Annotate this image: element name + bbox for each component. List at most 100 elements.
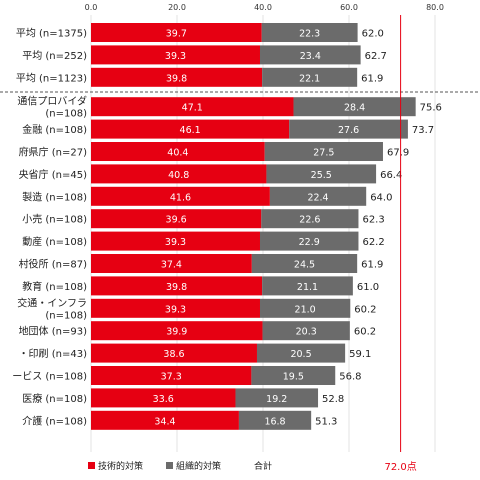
category-label: 央省庁 (n=45) (19, 168, 88, 181)
category-label: 平均 (n=1375) (16, 28, 87, 40)
bar-organizational-label: 21.1 (297, 282, 318, 293)
bar-technical-label: 39.8 (166, 282, 187, 293)
category-label: 通信プロバイダ (17, 95, 87, 108)
bar-organizational-label: 19.2 (266, 394, 287, 405)
bar-organizational-label: 22.1 (299, 73, 320, 84)
category-label: 製造 (n=108) (22, 190, 87, 203)
category-label-count: (n=108) (45, 109, 87, 120)
category-label: 平均 (n=252) (22, 50, 87, 62)
bar-technical (91, 254, 252, 273)
bar-technical (91, 366, 252, 385)
bar-technical (91, 410, 239, 430)
x-tick-label: 40.0 (254, 3, 272, 12)
x-tick-label: 0.0 (85, 3, 98, 12)
category-label: 小売 (n=108) (22, 213, 87, 226)
category-label: 医療 (n=108) (22, 392, 87, 405)
category-label: 金融 (n=108) (22, 123, 87, 136)
bar-technical (91, 209, 262, 229)
total-label: 56.8 (339, 372, 361, 383)
x-tick-label: 20.0 (168, 3, 186, 12)
total-label: 64.0 (370, 192, 392, 203)
bar-technical (91, 23, 262, 42)
legend-label-technical: 技術的対策 (98, 460, 143, 472)
bar-technical-label: 47.1 (182, 103, 203, 114)
category-label: 介護 (n=108) (22, 414, 87, 427)
legend-label-total: 合計 (254, 460, 272, 472)
category-label: 教育 (n=108) (22, 280, 87, 293)
total-label: 61.9 (361, 73, 383, 84)
legend-label-organizational: 組織的対策 (176, 460, 221, 472)
x-tick-label: 80.0 (426, 3, 444, 12)
bar-organizational-label: 28.4 (344, 103, 365, 114)
bar-organizational (235, 388, 319, 408)
total-label: 67.9 (387, 148, 409, 159)
bar-organizational-label: 27.6 (338, 125, 359, 136)
bar-organizational (251, 366, 336, 385)
bar-technical-label: 33.6 (153, 394, 174, 405)
bar-organizational-label: 27.5 (313, 148, 334, 159)
bar-organizational (238, 410, 312, 430)
bar-organizational (266, 164, 377, 184)
bar-organizational-label: 21.0 (295, 304, 316, 315)
bar-organizational (262, 67, 358, 87)
bar-technical-label: 39.3 (165, 304, 186, 315)
bar-organizational-label: 22.6 (299, 215, 320, 226)
total-label: 61.9 (361, 260, 383, 271)
bar-technical (91, 343, 257, 363)
bar-technical-label: 41.6 (170, 192, 191, 203)
bar-organizational-label: 22.3 (299, 29, 320, 40)
total-label: 73.7 (412, 125, 434, 136)
category-label: 動産 (n=108) (22, 235, 87, 248)
x-tick-label: 60.0 (340, 3, 358, 12)
category-label: ービス (n=108) (12, 371, 87, 383)
bar-technical-label: 38.6 (163, 349, 184, 360)
bar-technical (91, 388, 236, 408)
legend-swatch-organizational (166, 462, 173, 469)
total-label: 62.7 (365, 51, 387, 62)
bar-organizational (264, 142, 383, 161)
category-label: ・印刷 (n=43) (19, 348, 88, 360)
bar-technical (91, 186, 270, 206)
bars-layer: 39.7 22.3 62.0 39.3 23.4 62.7 39.8 22.1 61.9 47.1… (91, 23, 442, 430)
bar-technical-label: 39.8 (166, 73, 187, 84)
category-label: 交通・インフラ (17, 296, 87, 309)
bar-technical (91, 142, 265, 161)
total-label: 66.4 (380, 170, 402, 181)
total-label: 51.3 (315, 416, 337, 427)
bar-technical (91, 164, 267, 184)
bar-technical-label: 39.9 (166, 327, 187, 338)
bar-technical (91, 97, 294, 117)
bar-technical (91, 276, 263, 296)
bar-technical-label: 46.1 (180, 125, 201, 136)
legend: 技術的対策 組織的対策 合計 (88, 460, 272, 472)
bar-organizational-label: 20.5 (290, 349, 311, 360)
bar-technical-label: 39.6 (166, 215, 187, 226)
bar-organizational (262, 321, 350, 341)
bar-organizational-label: 19.5 (283, 372, 304, 383)
bar-technical-label: 39.7 (166, 29, 187, 40)
total-label: 62.2 (362, 237, 384, 248)
bar-organizational-label: 25.5 (311, 170, 332, 181)
bar-organizational-label: 24.5 (294, 260, 315, 271)
x-axis: 0.0 20.0 40.0 60.0 80.0 (85, 3, 444, 12)
bar-technical-label: 39.3 (165, 237, 186, 248)
bar-organizational-label: 23.4 (300, 51, 321, 62)
total-label: 62.3 (362, 215, 384, 226)
total-label: 60.2 (354, 327, 376, 338)
bar-technical (91, 298, 260, 318)
bar-organizational-label: 22.9 (299, 237, 320, 248)
category-labels: 平均 (n=1375)平均 (n=252)平均 (n=1123)通信プロバイダ(… (12, 28, 87, 428)
category-label: 地団体 (n=93) (19, 325, 88, 338)
category-label: 村役所 (n=87) (19, 258, 88, 271)
bar-organizational (251, 254, 358, 273)
bar-organizational (259, 231, 359, 251)
bar-technical-label: 40.8 (168, 170, 189, 181)
bar-organizational (261, 209, 359, 229)
category-label: 府県庁 (n=27) (19, 146, 88, 159)
reference-line-layer: 72.0点 (384, 15, 417, 473)
bar-technical-label: 40.4 (167, 148, 188, 159)
bar-technical (91, 321, 263, 341)
total-label: 61.0 (357, 282, 379, 293)
bar-technical-label: 37.3 (161, 372, 182, 383)
